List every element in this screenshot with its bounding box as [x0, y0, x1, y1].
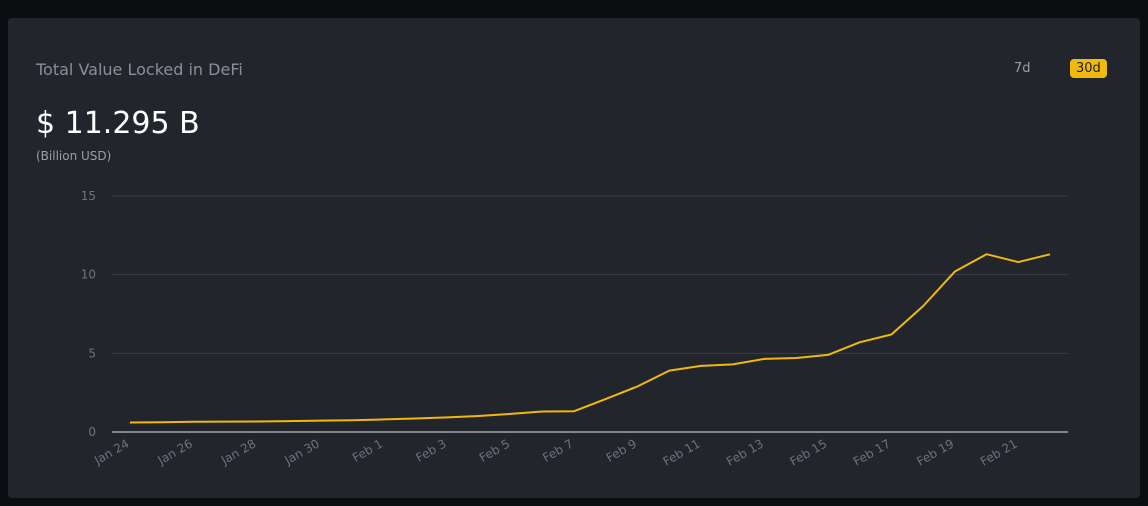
y-tick-label: 15 [81, 189, 96, 203]
card: Total Value Locked in DeFi $ 11.295 B (B… [8, 18, 1140, 498]
x-tick-label: Feb 11 [661, 436, 703, 468]
x-tick-label: Feb 19 [914, 436, 956, 468]
y-tick-label: 5 [88, 346, 96, 360]
y-tick-label: 10 [81, 268, 96, 282]
x-tick-label: Feb 7 [540, 436, 575, 464]
range-button[interactable]: 30d [1070, 59, 1107, 78]
x-tick-label: Feb 13 [724, 436, 766, 468]
x-tick-label: Jan 24 [91, 436, 131, 467]
series-line [129, 253, 1051, 424]
x-tick-label: Feb 9 [604, 436, 639, 464]
x-tick-label: Feb 15 [787, 436, 829, 468]
x-tick-label: Feb 21 [978, 436, 1020, 468]
range-button[interactable]: 7d [1014, 61, 1031, 76]
x-tick-label: Jan 28 [218, 436, 258, 467]
y-tick-label: 0 [88, 425, 96, 439]
x-tick-label: Feb 17 [851, 436, 893, 468]
x-tick-label: Jan 30 [281, 436, 321, 467]
unit-label: (Billion USD) [36, 149, 112, 163]
x-tick-label: Feb 1 [350, 436, 385, 464]
x-tick-label: Feb 3 [413, 436, 448, 464]
tvl-value: $ 11.295 B [36, 106, 200, 141]
card-title: Total Value Locked in DeFi [36, 60, 243, 79]
x-tick-label: Jan 26 [155, 436, 195, 467]
x-tick-label: Feb 5 [477, 436, 512, 464]
